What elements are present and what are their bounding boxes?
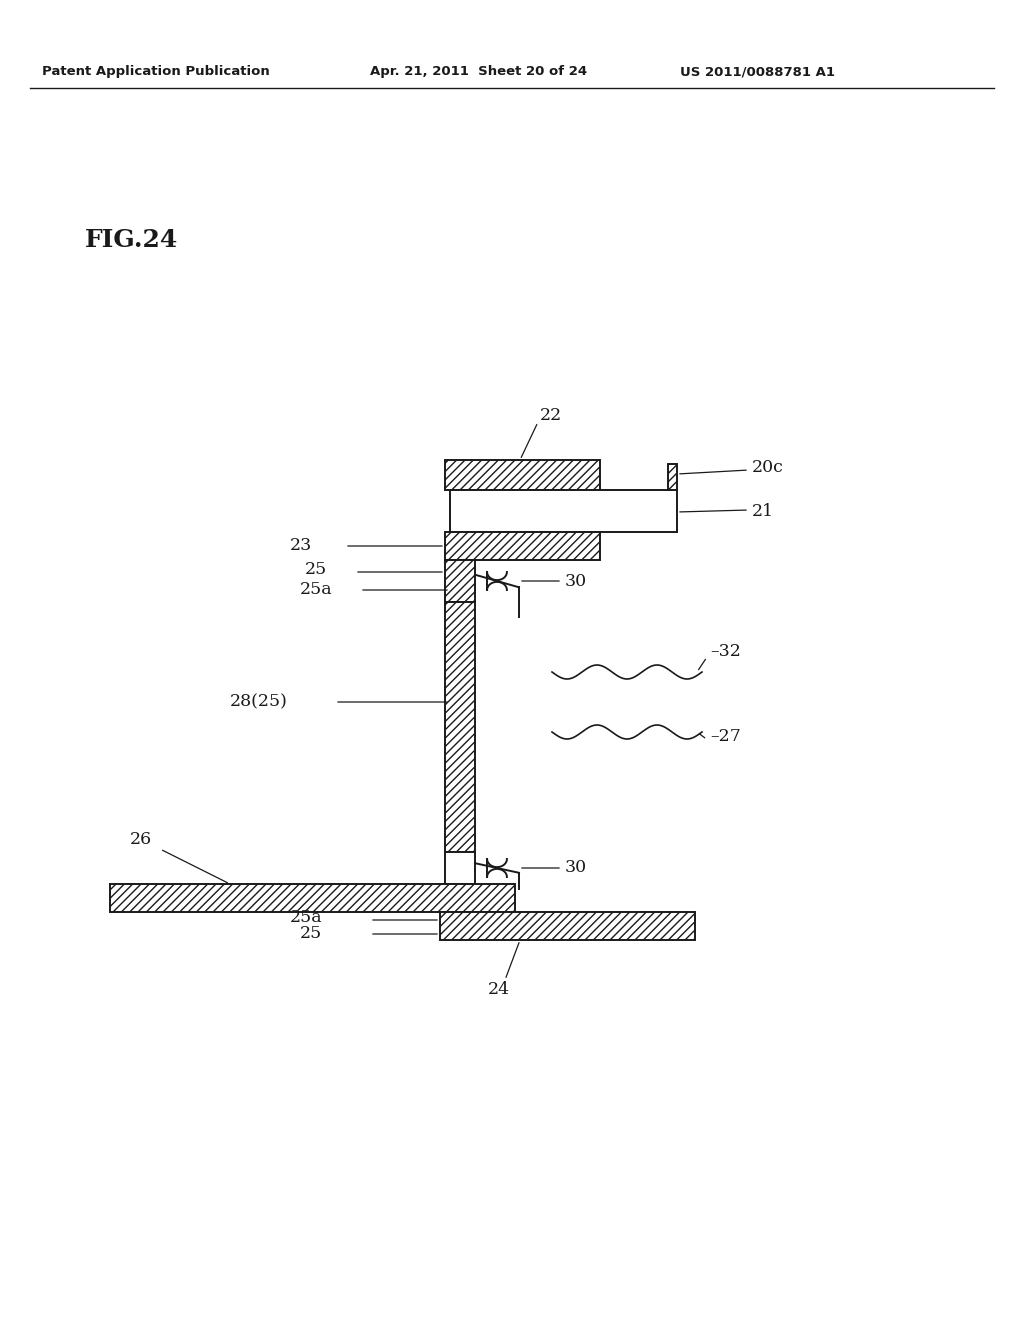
Bar — [668, 465, 677, 490]
Text: 28(25): 28(25) — [230, 693, 288, 710]
Text: 20c: 20c — [752, 459, 784, 477]
Text: Patent Application Publication: Patent Application Publication — [42, 66, 269, 78]
Bar — [445, 532, 600, 560]
Bar — [440, 912, 695, 940]
Text: –32: –32 — [710, 644, 741, 660]
Text: 22: 22 — [540, 407, 562, 424]
Bar — [445, 851, 475, 884]
Text: 25: 25 — [305, 561, 328, 578]
Bar — [445, 459, 600, 490]
Text: 25a: 25a — [300, 582, 333, 598]
Text: 23: 23 — [290, 537, 312, 554]
Text: 21: 21 — [752, 503, 774, 520]
Text: FIG.24: FIG.24 — [85, 228, 178, 252]
Text: –27: –27 — [710, 729, 741, 746]
Text: 25: 25 — [300, 925, 323, 942]
Bar — [445, 602, 475, 851]
Text: 24: 24 — [488, 982, 510, 998]
Text: 30: 30 — [565, 859, 587, 876]
Text: 26: 26 — [130, 830, 153, 847]
Text: 30: 30 — [565, 573, 587, 590]
Text: 25a: 25a — [290, 909, 323, 927]
Bar — [110, 884, 515, 912]
Text: US 2011/0088781 A1: US 2011/0088781 A1 — [680, 66, 835, 78]
Bar — [445, 560, 475, 602]
Text: Apr. 21, 2011  Sheet 20 of 24: Apr. 21, 2011 Sheet 20 of 24 — [370, 66, 587, 78]
Bar — [450, 490, 677, 532]
